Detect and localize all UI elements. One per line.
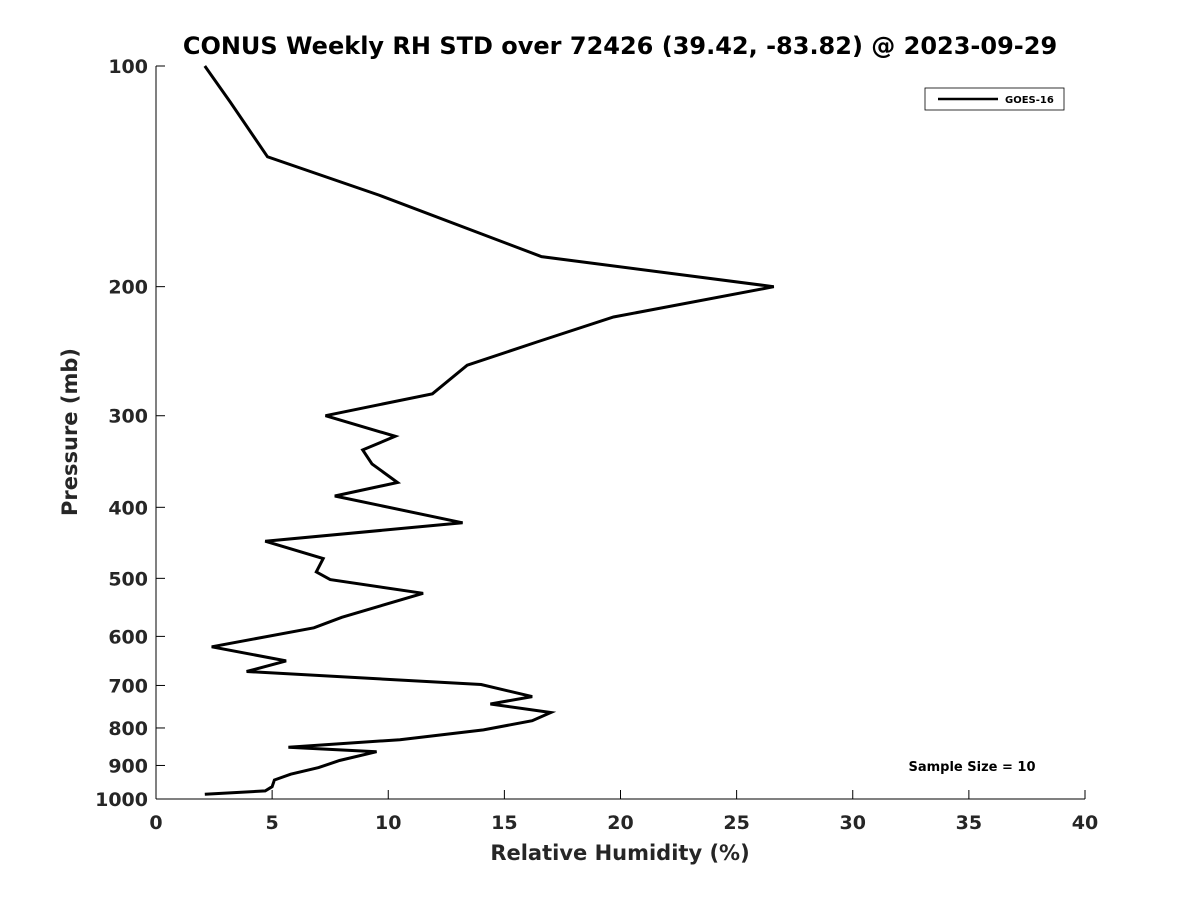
y-axis-label: Pressure (mb) bbox=[58, 348, 82, 516]
y-tick-label: 600 bbox=[108, 626, 148, 648]
x-tick-label: 35 bbox=[956, 812, 982, 834]
y-tick-label: 500 bbox=[108, 568, 148, 590]
x-tick-label: 20 bbox=[607, 812, 633, 834]
plot-area: 0 5 10 15 20 25 30 35 40 100 200 300 400 500 600 700 800… bbox=[95, 56, 1098, 834]
x-tick-label: 40 bbox=[1072, 812, 1098, 834]
y-tick-label: 100 bbox=[108, 56, 148, 78]
y-tick-label: 400 bbox=[108, 497, 148, 519]
legend-label: GOES-16 bbox=[1005, 95, 1054, 106]
y-tick-label: 200 bbox=[108, 277, 148, 299]
x-tick-label: 10 bbox=[375, 812, 401, 834]
sample-size-annotation: Sample Size = 10 bbox=[908, 760, 1035, 775]
x-tick-label: 5 bbox=[266, 812, 279, 834]
x-axis-label: Relative Humidity (%) bbox=[490, 841, 749, 865]
y-tick-label: 300 bbox=[108, 406, 148, 428]
chart-title: CONUS Weekly RH STD over 72426 (39.42, -… bbox=[183, 32, 1057, 60]
x-tick-label: 15 bbox=[491, 812, 517, 834]
x-tick-label: 30 bbox=[840, 812, 866, 834]
y-tick-label: 800 bbox=[108, 718, 148, 740]
x-tick-label: 25 bbox=[723, 812, 749, 834]
y-tick-label: 900 bbox=[108, 755, 148, 777]
y-tick-label: 700 bbox=[108, 675, 148, 697]
legend: GOES-16 bbox=[924, 87, 1065, 111]
y-tick-label: 1000 bbox=[95, 789, 148, 811]
x-tick-label: 0 bbox=[149, 812, 162, 834]
series-line-goes-16 bbox=[203, 65, 775, 796]
